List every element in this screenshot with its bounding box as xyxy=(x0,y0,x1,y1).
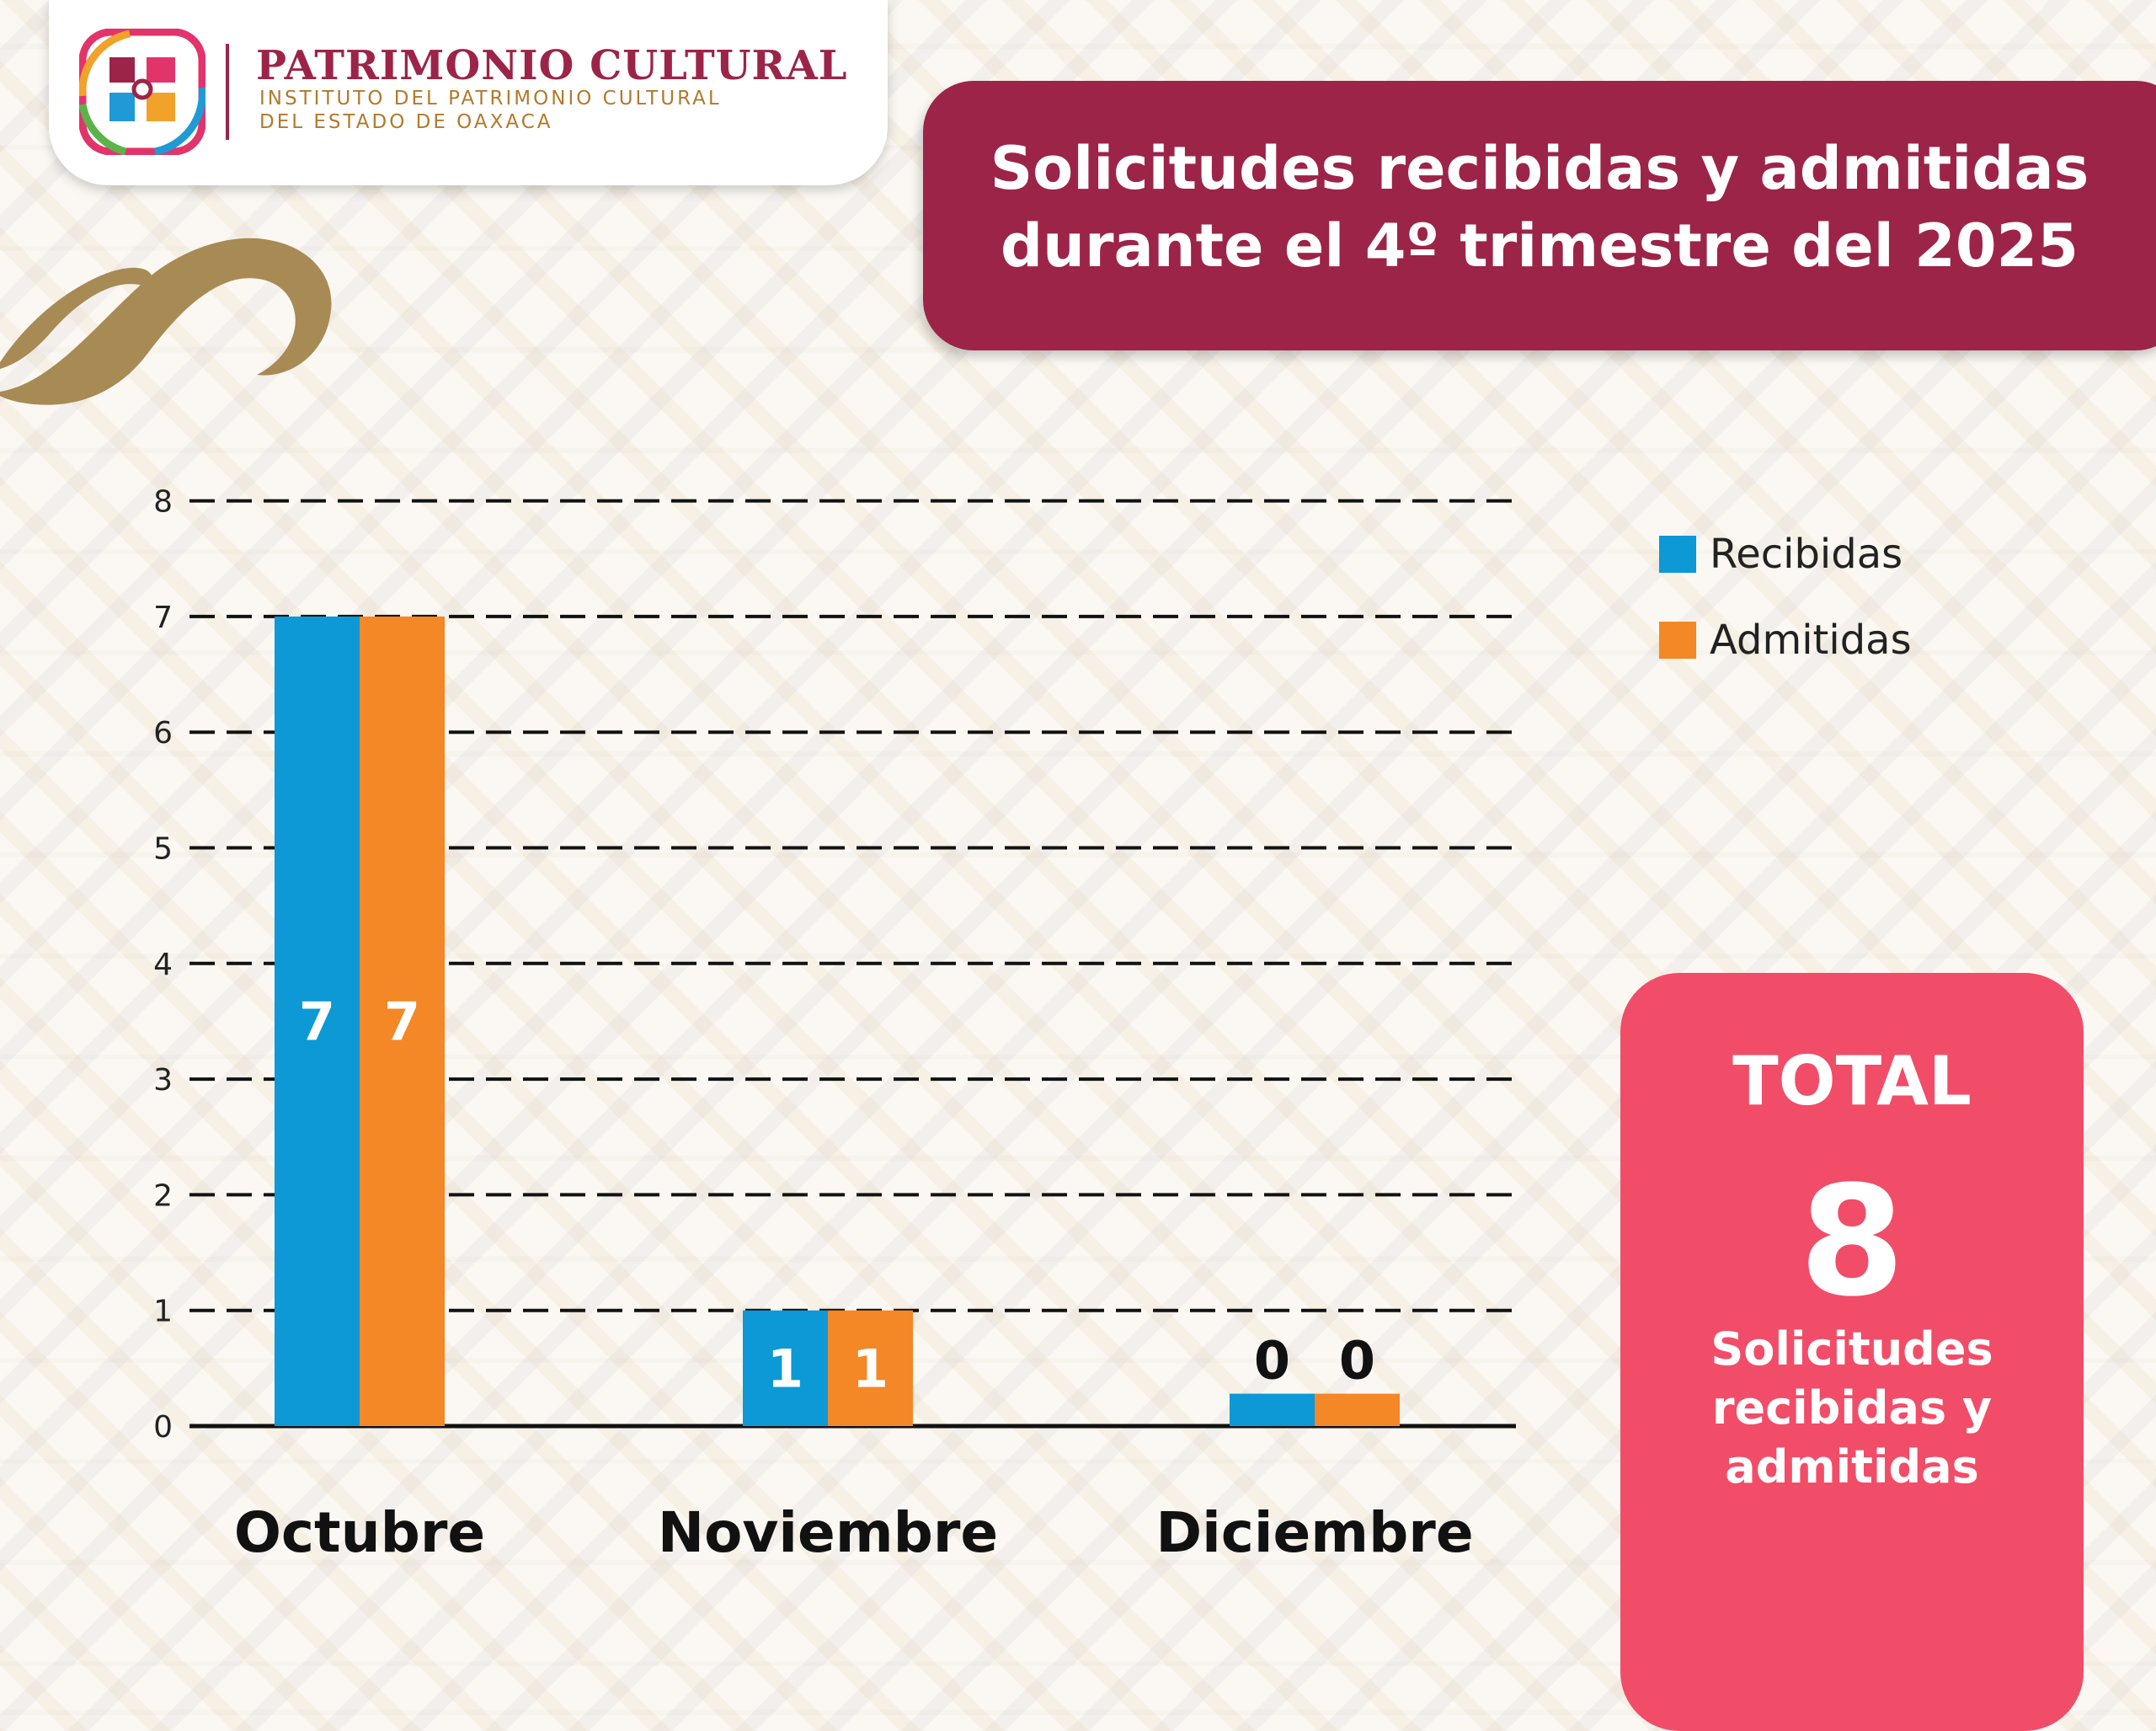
bar-recibidas xyxy=(275,616,360,1426)
data-label: 7 xyxy=(384,991,420,1052)
data-label: 1 xyxy=(852,1338,889,1399)
legend-swatch-admitidas xyxy=(1659,622,1696,659)
legend-label-recibidas: Recibidas xyxy=(1710,531,1903,578)
bar-admitidas xyxy=(1315,1393,1400,1426)
title-line1: Solicitudes recibidas y admitidas xyxy=(990,134,2089,203)
y-tick-label: 0 xyxy=(153,1410,173,1445)
data-label: 0 xyxy=(1254,1330,1290,1392)
legend-swatch-recibidas xyxy=(1659,536,1696,573)
y-tick-label: 7 xyxy=(153,601,173,635)
y-tick-label: 6 xyxy=(153,716,173,751)
x-tick-label: Diciembre xyxy=(1155,1500,1473,1565)
y-tick-label: 5 xyxy=(153,832,173,867)
x-tick-label: Noviembre xyxy=(658,1500,998,1565)
bar-admitidas xyxy=(828,1310,913,1426)
total-value: 8 xyxy=(1799,1154,1905,1330)
gold-ribbon-decoration-icon xyxy=(0,238,332,405)
institute-logo-icon xyxy=(79,29,205,155)
data-label: 0 xyxy=(1339,1330,1375,1392)
total-desc-line2: recibidas y xyxy=(1711,1381,1993,1434)
logo-divider xyxy=(226,44,229,140)
legend-item-recibidas: Recibidas xyxy=(1659,526,1912,582)
title-line2: durante el 4º trimestre del 2025 xyxy=(1001,211,2079,280)
total-label: TOTAL xyxy=(1732,1042,1972,1120)
logo-card: PATRIMONIO CULTURAL INSTITUTO DEL PATRIM… xyxy=(49,0,888,185)
total-card: TOTAL 8 Solicitudes recibidas y admitida… xyxy=(1620,973,2084,1731)
org-name: PATRIMONIO CULTURAL xyxy=(256,42,848,89)
total-desc-line1: Solicitudes xyxy=(1710,1322,1993,1376)
chart-title: Solicitudes recibidas y admitidas durant… xyxy=(923,130,2156,285)
y-tick-label: 1 xyxy=(153,1295,173,1329)
legend-item-admitidas: Admitidas xyxy=(1659,612,1912,668)
y-tick-label: 2 xyxy=(153,1178,173,1213)
y-tick-label: 4 xyxy=(153,948,173,982)
data-label: 7 xyxy=(299,991,335,1052)
total-desc-line3: admitidas xyxy=(1725,1440,1979,1493)
total-description: Solicitudes recibidas y admitidas xyxy=(1654,1320,2050,1497)
y-tick-label: 3 xyxy=(153,1063,173,1098)
data-label: 1 xyxy=(767,1338,803,1399)
title-banner: Solicitudes recibidas y admitidas durant… xyxy=(923,81,2156,350)
bar-recibidas xyxy=(1230,1393,1315,1426)
org-subtitle-line1: INSTITUTO DEL PATRIMONIO CULTURAL xyxy=(259,88,722,110)
bar-admitidas xyxy=(360,616,445,1426)
bar-recibidas xyxy=(743,1310,828,1426)
y-tick-label: 8 xyxy=(153,485,173,520)
legend: Recibidas Admitidas xyxy=(1659,526,1912,698)
x-tick-label: Octubre xyxy=(234,1500,485,1565)
legend-label-admitidas: Admitidas xyxy=(1710,617,1912,664)
org-subtitle-line2: DEL ESTADO DE OAXACA xyxy=(259,111,553,133)
